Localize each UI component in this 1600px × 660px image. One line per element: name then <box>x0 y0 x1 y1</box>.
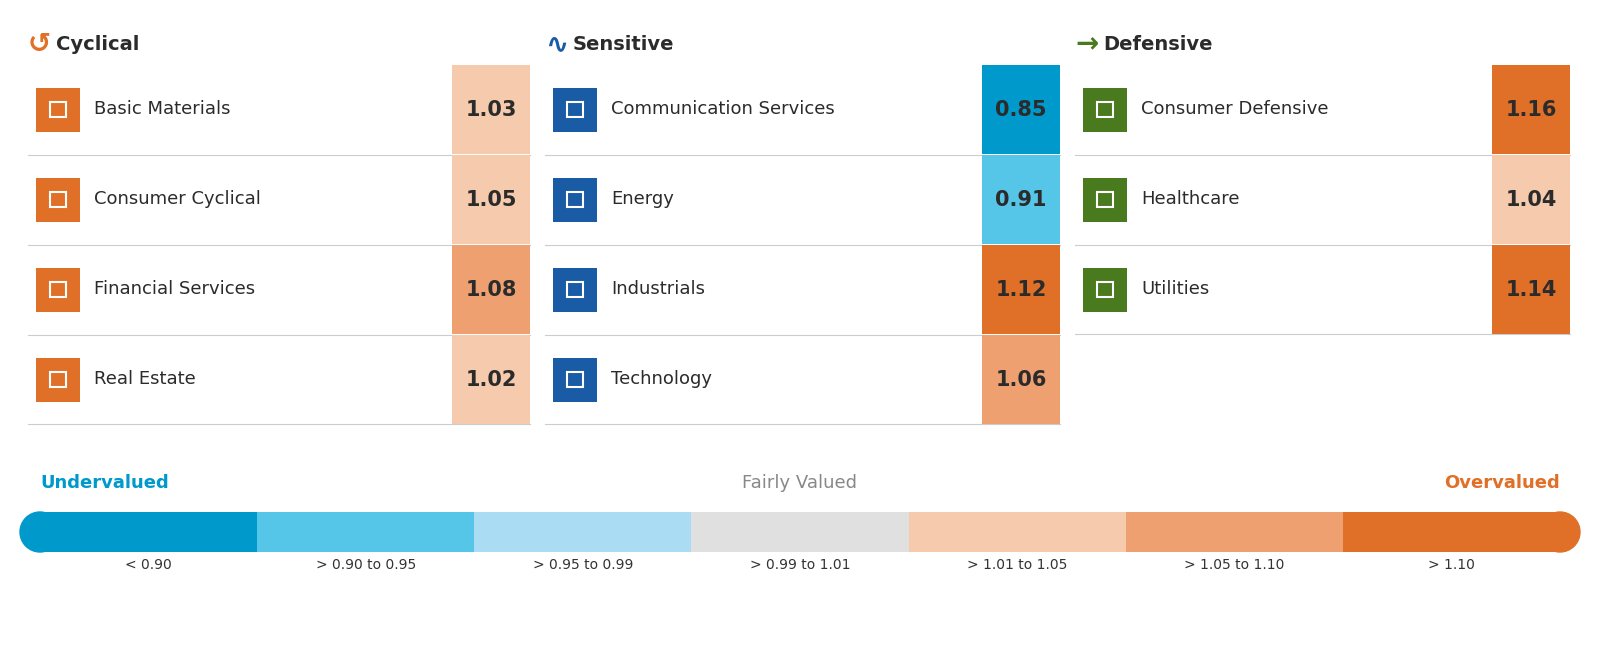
Text: > 1.10: > 1.10 <box>1427 558 1475 572</box>
Text: 1.16: 1.16 <box>1506 100 1557 119</box>
Bar <box>909 512 1126 552</box>
Text: 1.14: 1.14 <box>1506 279 1557 300</box>
Text: Communication Services: Communication Services <box>611 100 835 119</box>
Text: > 0.90 to 0.95: > 0.90 to 0.95 <box>315 558 416 572</box>
Text: 1.12: 1.12 <box>995 279 1046 300</box>
Bar <box>1098 102 1112 117</box>
Bar <box>40 512 258 552</box>
Bar <box>1491 65 1570 154</box>
Text: > 0.99 to 1.01: > 0.99 to 1.01 <box>750 558 850 572</box>
Bar <box>1098 282 1112 297</box>
Text: 0.85: 0.85 <box>995 100 1046 119</box>
Bar <box>1098 192 1112 207</box>
Text: Basic Materials: Basic Materials <box>94 100 230 119</box>
Bar <box>1342 512 1560 552</box>
Bar <box>1491 245 1570 334</box>
Text: Cyclical: Cyclical <box>56 34 139 53</box>
Text: Healthcare: Healthcare <box>1141 191 1240 209</box>
Bar <box>982 335 1059 424</box>
Bar <box>50 102 66 117</box>
Bar <box>50 282 66 297</box>
Bar <box>50 372 66 387</box>
Text: > 1.05 to 1.10: > 1.05 to 1.10 <box>1184 558 1285 572</box>
Bar <box>35 178 80 222</box>
Text: Undervalued: Undervalued <box>40 474 168 492</box>
Text: Fairly Valued: Fairly Valued <box>742 474 858 492</box>
Bar <box>50 192 66 207</box>
Text: Overvalued: Overvalued <box>1445 474 1560 492</box>
Text: Industrials: Industrials <box>611 280 706 298</box>
Text: > 1.01 to 1.05: > 1.01 to 1.05 <box>966 558 1067 572</box>
Text: Technology: Technology <box>611 370 712 389</box>
Bar <box>474 512 691 552</box>
Bar <box>1083 88 1126 131</box>
Text: →: → <box>1075 30 1098 58</box>
Bar <box>554 358 597 401</box>
Bar <box>982 155 1059 244</box>
Bar <box>1126 512 1342 552</box>
Bar <box>1083 178 1126 222</box>
Bar <box>1083 267 1126 312</box>
Text: 1.06: 1.06 <box>995 370 1046 389</box>
Bar <box>568 102 582 117</box>
Text: Consumer Defensive: Consumer Defensive <box>1141 100 1328 119</box>
Bar <box>554 178 597 222</box>
Bar <box>453 155 530 244</box>
Text: 1.05: 1.05 <box>466 189 517 209</box>
Bar <box>568 282 582 297</box>
Text: Real Estate: Real Estate <box>94 370 195 389</box>
Text: < 0.90: < 0.90 <box>125 558 171 572</box>
Bar <box>35 358 80 401</box>
Text: 1.03: 1.03 <box>466 100 517 119</box>
Bar <box>982 65 1059 154</box>
Bar <box>568 372 582 387</box>
Circle shape <box>19 512 61 552</box>
Bar <box>453 65 530 154</box>
Bar <box>691 512 909 552</box>
Bar <box>1491 155 1570 244</box>
Bar <box>35 88 80 131</box>
Bar <box>554 267 597 312</box>
Bar <box>453 245 530 334</box>
Bar <box>258 512 474 552</box>
Text: 0.91: 0.91 <box>995 189 1046 209</box>
Bar <box>568 192 582 207</box>
Text: Consumer Cyclical: Consumer Cyclical <box>94 191 261 209</box>
Bar <box>35 267 80 312</box>
Text: > 0.95 to 0.99: > 0.95 to 0.99 <box>533 558 634 572</box>
Text: Financial Services: Financial Services <box>94 280 254 298</box>
Text: Sensitive: Sensitive <box>573 34 675 53</box>
Bar <box>554 88 597 131</box>
Text: 1.02: 1.02 <box>466 370 517 389</box>
Text: Utilities: Utilities <box>1141 280 1210 298</box>
Circle shape <box>1539 512 1581 552</box>
Text: Defensive: Defensive <box>1102 34 1213 53</box>
Bar <box>982 245 1059 334</box>
Text: 1.04: 1.04 <box>1506 189 1557 209</box>
Text: Energy: Energy <box>611 191 674 209</box>
Text: ↺: ↺ <box>29 30 51 58</box>
Bar <box>453 335 530 424</box>
Text: ∿: ∿ <box>546 30 568 58</box>
Text: 1.08: 1.08 <box>466 279 517 300</box>
